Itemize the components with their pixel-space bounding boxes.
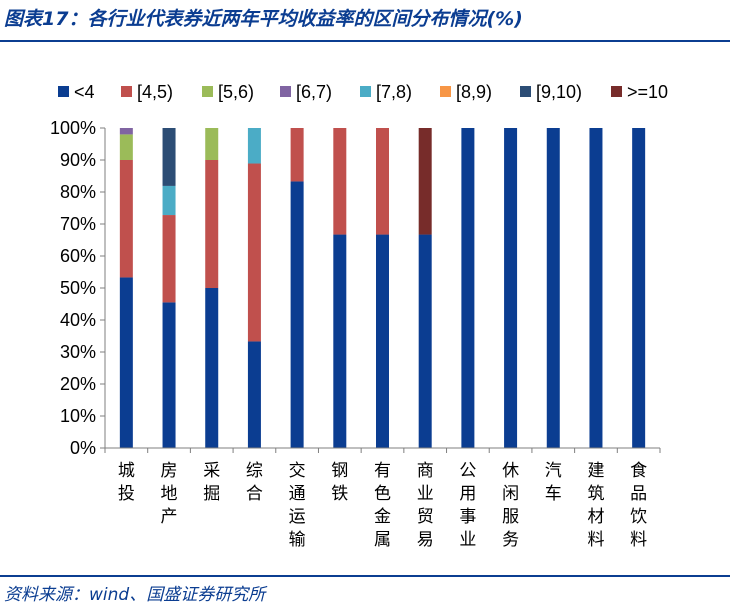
legend-swatch (58, 86, 69, 97)
bar-segment (290, 181, 304, 448)
y-tick-label: 40% (60, 310, 96, 330)
legend-swatch (202, 86, 213, 97)
x-category-label: 采掘 (203, 461, 220, 504)
x-category-label: 汽车 (545, 461, 562, 504)
legend-label: [7,8) (376, 82, 412, 102)
stacked-bar-chart: <4 [4,5) [5,6) [6,7) [7,8) [8,9) [9,10) >=10 0%… (50, 82, 668, 550)
bar-segment (504, 128, 518, 448)
legend-swatch (280, 86, 291, 97)
bar-segment (333, 128, 347, 235)
x-category-label: 城投 (118, 461, 135, 504)
bar-segment (546, 128, 560, 448)
x-category-label: 食品饮料 (630, 461, 647, 550)
bar-segment (119, 134, 133, 160)
bar-segment (290, 128, 304, 182)
y-tick-label: 100% (50, 118, 96, 138)
bar-segment (162, 215, 176, 303)
legend-label: <4 (74, 82, 95, 102)
legend-label: [4,5) (137, 82, 173, 102)
legend-label: [9,10) (536, 82, 582, 102)
y-tick-label: 30% (60, 342, 96, 362)
bar-segment (247, 163, 261, 342)
y-tick-label: 0% (70, 438, 96, 458)
bar-segment (461, 128, 475, 448)
legend-label: >=10 (627, 82, 668, 102)
x-category-label: 交通运输 (289, 461, 306, 550)
bar-segment (376, 128, 389, 235)
chart-title: 图表17：各行业代表券近两年平均收益率的区间分布情况(%) (4, 8, 523, 30)
y-axis: 0% 10% 20% 30% 40% 50% 60% 70% 80% 90% 100% (50, 118, 106, 458)
bar-segment (632, 128, 646, 448)
legend-swatch (360, 86, 371, 97)
bar-segment (162, 302, 176, 448)
x-category-label: 钢铁 (331, 461, 348, 504)
bar-segment (333, 234, 347, 448)
x-category-label: 有色金属 (374, 461, 391, 550)
bar-segment (119, 160, 133, 278)
x-category-label: 休闲服务 (502, 461, 519, 550)
bar-segment (205, 288, 219, 448)
y-tick-label: 80% (60, 182, 96, 202)
bar-segment (205, 128, 219, 160)
bar-segment (589, 128, 603, 448)
bar-segment (119, 277, 133, 448)
legend-swatch (440, 86, 451, 97)
legend-swatch (121, 86, 132, 97)
bar-segment (247, 128, 261, 164)
y-tick-label: 50% (60, 278, 96, 298)
legend-label: [5,6) (218, 82, 254, 102)
legend-swatch (520, 86, 531, 97)
y-tick-label: 10% (60, 406, 96, 426)
y-tick-label: 90% (60, 150, 96, 170)
legend-swatch (611, 86, 622, 97)
y-tick-label: 20% (60, 374, 96, 394)
bar-segment (162, 185, 176, 216)
bar-segment (162, 128, 176, 186)
x-category-label: 商业贸易 (417, 461, 434, 550)
bar-segment (418, 128, 432, 235)
title-rule (0, 40, 730, 42)
bars (119, 128, 646, 448)
bar-segment (247, 341, 261, 448)
source-rule (0, 575, 730, 577)
source-note: 资料来源：wind、国盛证券研究所 (4, 585, 266, 605)
legend: <4 [4,5) [5,6) [6,7) [7,8) [8,9) [9,10) >=10 (58, 82, 668, 102)
bar-segment (119, 128, 133, 135)
y-tick-label: 60% (60, 246, 96, 266)
bar-segment (205, 160, 219, 288)
x-category-label: 公用事业 (459, 461, 476, 550)
bar-segment (418, 234, 432, 448)
x-category-label: 综合 (246, 461, 263, 504)
legend-label: [8,9) (456, 82, 492, 102)
x-category-label: 建筑材料 (587, 461, 604, 550)
legend-label: [6,7) (296, 82, 332, 102)
x-category-label: 房地产 (161, 461, 178, 527)
bar-segment (376, 234, 389, 448)
y-tick-label: 70% (60, 214, 96, 234)
